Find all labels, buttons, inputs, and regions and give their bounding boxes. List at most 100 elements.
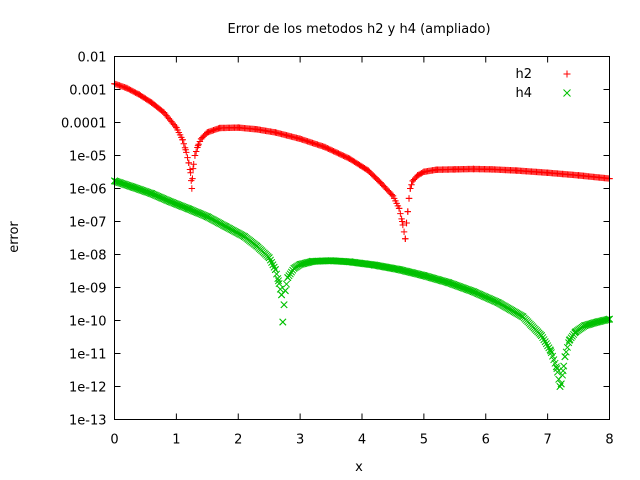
series-layer — [110, 80, 614, 391]
data-point — [273, 270, 281, 278]
data-point — [187, 169, 194, 176]
data-point — [143, 188, 151, 196]
y-axis-label: error — [7, 221, 22, 253]
data-point — [388, 191, 395, 198]
data-point — [458, 284, 466, 292]
data-point — [296, 260, 304, 268]
data-point — [188, 185, 196, 192]
data-point — [185, 159, 192, 167]
data-point — [290, 264, 298, 272]
data-point — [405, 195, 413, 202]
data-point — [190, 207, 198, 215]
data-point — [389, 192, 397, 200]
data-point — [175, 201, 183, 209]
y-tick-label: 1e-09 — [69, 282, 107, 297]
data-point — [461, 284, 469, 293]
data-point — [203, 213, 211, 221]
data-point — [462, 285, 470, 293]
data-point — [557, 380, 565, 388]
data-point — [399, 218, 406, 225]
data-point — [446, 279, 454, 287]
data-point — [494, 298, 502, 307]
data-point — [395, 205, 403, 212]
data-point — [193, 209, 201, 217]
x-tick-label: 1 — [172, 433, 180, 448]
data-point — [469, 288, 477, 296]
data-point — [540, 336, 548, 344]
x-axis-label: x — [355, 460, 363, 475]
data-point — [450, 280, 458, 289]
data-point — [400, 228, 408, 236]
data-point — [575, 172, 582, 179]
data-point — [172, 200, 180, 208]
data-point — [170, 199, 178, 207]
data-point — [409, 177, 416, 185]
data-point — [284, 274, 292, 282]
data-point — [544, 342, 552, 350]
data-point — [433, 166, 440, 173]
data-point — [541, 338, 549, 346]
data-point — [174, 201, 182, 209]
data-point — [139, 187, 147, 195]
data-point — [408, 181, 415, 188]
data-point — [397, 210, 404, 217]
data-point — [553, 364, 561, 373]
data-point — [130, 184, 138, 192]
data-point — [327, 257, 335, 265]
data-point — [145, 189, 153, 197]
data-point — [177, 202, 185, 210]
data-point — [195, 209, 203, 217]
data-point — [399, 221, 407, 229]
axis-ticks: 0 1 2 3 4 5 6 7 8 1e-13 1e-12 1e-11 1e-10 1e-09 1e-08 1… — [61, 51, 614, 448]
x-tick-label: 6 — [482, 433, 490, 448]
data-point — [404, 208, 411, 215]
data-point — [189, 165, 197, 172]
data-point — [414, 172, 421, 179]
data-point — [192, 208, 200, 216]
data-point — [186, 205, 194, 214]
data-point — [128, 183, 136, 191]
data-point — [275, 280, 283, 288]
data-point — [148, 99, 155, 106]
data-point — [346, 258, 354, 266]
data-point — [196, 210, 204, 218]
data-point — [453, 282, 461, 290]
data-point — [253, 126, 261, 133]
data-point — [272, 129, 279, 136]
data-point — [133, 184, 141, 192]
data-point — [167, 198, 175, 206]
data-point — [196, 138, 204, 145]
data-point — [136, 91, 143, 98]
data-point — [235, 124, 242, 131]
data-point — [200, 211, 208, 219]
data-point — [192, 148, 200, 155]
y-tick-label: 1e-12 — [69, 381, 107, 396]
data-point — [186, 166, 194, 173]
data-point — [179, 202, 187, 211]
y-tick-label: 1e-10 — [69, 315, 107, 330]
data-point — [191, 152, 199, 159]
data-point — [271, 265, 279, 274]
data-point — [544, 169, 551, 176]
data-point — [308, 257, 317, 265]
x-tick-label: 5 — [420, 433, 428, 448]
data-point — [513, 167, 520, 174]
data-point — [451, 281, 459, 289]
data-point — [542, 340, 550, 348]
data-point — [451, 166, 459, 173]
data-point — [182, 146, 189, 153]
data-point — [166, 198, 174, 206]
y-tick-label: 0.001 — [69, 84, 106, 99]
data-point — [129, 183, 137, 191]
data-point — [457, 283, 465, 291]
data-point — [253, 242, 261, 250]
y-tick-label: 1e-11 — [69, 348, 107, 363]
data-point — [571, 328, 580, 336]
data-point — [407, 185, 414, 192]
data-point — [188, 206, 197, 215]
data-point — [240, 232, 248, 241]
data-point — [364, 167, 372, 174]
data-point — [463, 285, 471, 293]
data-point — [134, 185, 142, 193]
